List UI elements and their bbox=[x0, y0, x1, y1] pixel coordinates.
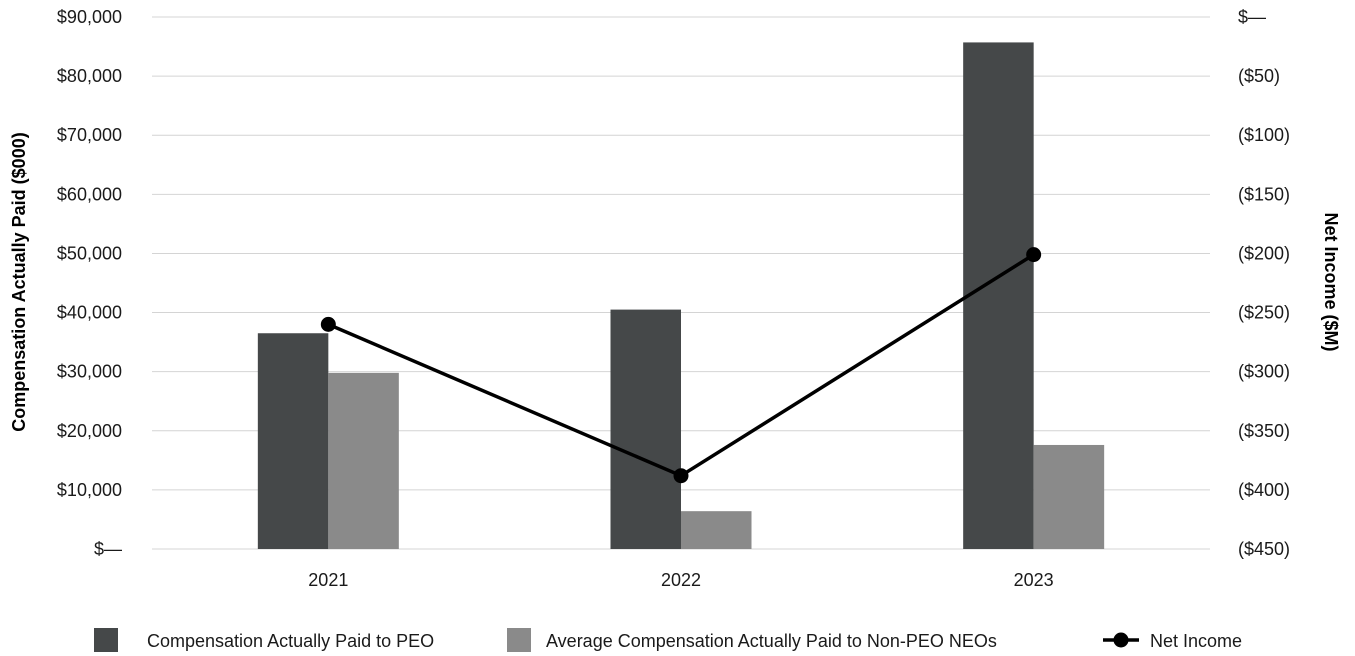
right-tick-label: ($100) bbox=[1238, 125, 1290, 145]
legend-swatch bbox=[507, 628, 531, 652]
legend-label: Net Income bbox=[1150, 631, 1242, 651]
right-tick-label: ($450) bbox=[1238, 539, 1290, 559]
legend-swatch bbox=[94, 628, 118, 652]
left-axis-title: Compensation Actually Paid ($000) bbox=[9, 132, 29, 431]
net-income-line-layer bbox=[320, 247, 1042, 484]
left-tick-label: $60,000 bbox=[57, 184, 122, 204]
left-tick-label: $30,000 bbox=[57, 362, 122, 382]
left-tick-label: $20,000 bbox=[57, 421, 122, 441]
left-tick-label: $50,000 bbox=[57, 243, 122, 263]
right-axis-title: Net Income ($M) bbox=[1321, 212, 1341, 351]
bar-peo bbox=[610, 309, 681, 549]
x-tick-label: 2023 bbox=[1014, 570, 1054, 590]
right-tick-label: ($50) bbox=[1238, 66, 1280, 86]
x-axis-ticks: 2021 2022 2023 bbox=[308, 570, 1053, 590]
legend: Compensation Actually Paid to PEO Average… bbox=[94, 628, 1242, 652]
x-tick-label: 2021 bbox=[308, 570, 348, 590]
right-tick-label: ($250) bbox=[1238, 303, 1290, 323]
legend-label: Average Compensation Actually Paid to No… bbox=[546, 631, 997, 651]
left-tick-label: $80,000 bbox=[57, 66, 122, 86]
right-tick-label: ($150) bbox=[1238, 184, 1290, 204]
bars bbox=[257, 42, 1105, 549]
right-tick-label: $— bbox=[1238, 7, 1266, 27]
right-tick-label: ($350) bbox=[1238, 421, 1290, 441]
bar-peo bbox=[963, 42, 1034, 549]
net-income-point bbox=[673, 468, 689, 484]
right-tick-label: ($300) bbox=[1238, 362, 1290, 382]
bar-non-peo-neos bbox=[328, 372, 399, 549]
right-tick-label: ($200) bbox=[1238, 243, 1290, 263]
legend-label: Compensation Actually Paid to PEO bbox=[147, 631, 434, 651]
bar-peo bbox=[257, 333, 329, 549]
bar-non-peo-neos bbox=[681, 511, 752, 549]
net-income-point bbox=[1026, 247, 1042, 263]
right-axis-ticks: ($450) ($400) ($350) ($300) ($250) ($200) ($15… bbox=[1238, 7, 1290, 559]
left-tick-label: $— bbox=[94, 539, 122, 559]
left-tick-label: $90,000 bbox=[57, 7, 122, 27]
legend-marker bbox=[1113, 632, 1129, 648]
left-axis-ticks: $— $10,000 $20,000 $30,000 $40,000 $50,000 $60… bbox=[57, 7, 122, 559]
left-tick-label: $40,000 bbox=[57, 303, 122, 323]
right-tick-label: ($400) bbox=[1238, 480, 1290, 500]
bar-non-peo-neos bbox=[1033, 444, 1105, 549]
left-tick-label: $70,000 bbox=[57, 125, 122, 145]
left-tick-label: $10,000 bbox=[57, 480, 122, 500]
net-income-point bbox=[320, 316, 336, 332]
x-tick-label: 2022 bbox=[661, 570, 701, 590]
